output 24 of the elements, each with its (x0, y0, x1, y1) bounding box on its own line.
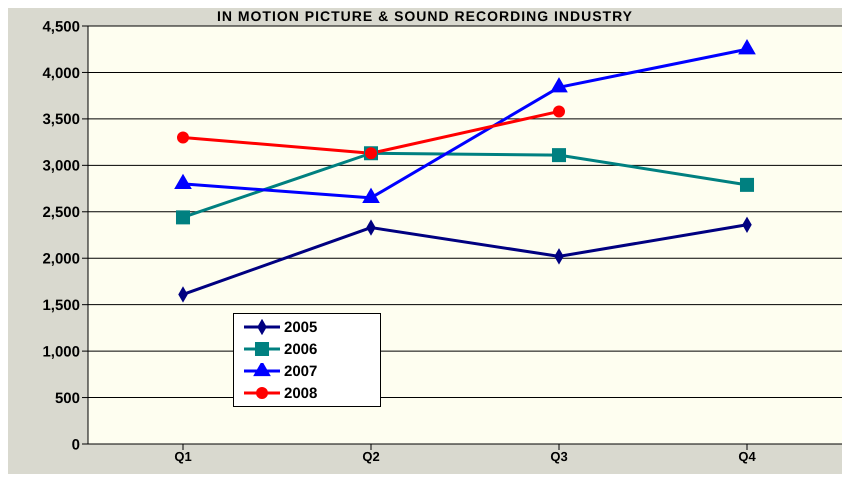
x-tick-label: Q2 (362, 449, 380, 464)
point (176, 210, 190, 224)
y-tick-label: 2,500 (42, 204, 80, 222)
y-tick-label: 3,500 (42, 111, 80, 128)
point (552, 148, 566, 162)
y-tick-label: 4,000 (42, 64, 80, 82)
y-tick-label: 3,000 (42, 158, 80, 175)
y-tick-label: 4,500 (42, 18, 80, 36)
legend-label: 2008 (284, 384, 318, 402)
y-tick-label: 2,000 (42, 250, 80, 268)
y-tick-label: 1,000 (42, 343, 80, 360)
x-tick-label: Q1 (174, 449, 192, 464)
point (553, 105, 565, 118)
chart-title: IN MOTION PICTURE & SOUND RECORDING INDUSTRY (216, 8, 634, 24)
y-tick-label: 1,500 (42, 296, 80, 314)
legend-label: 2007 (284, 362, 318, 380)
point (740, 178, 754, 192)
y-tick-label: 0 (72, 436, 80, 454)
point (177, 131, 189, 144)
x-tick-label: Q4 (738, 449, 756, 464)
x-tick-label: Q3 (550, 449, 568, 464)
legend-label: 2006 (284, 340, 318, 358)
y-tick-label: 500 (54, 390, 80, 407)
legend-label: 2005 (284, 318, 318, 336)
